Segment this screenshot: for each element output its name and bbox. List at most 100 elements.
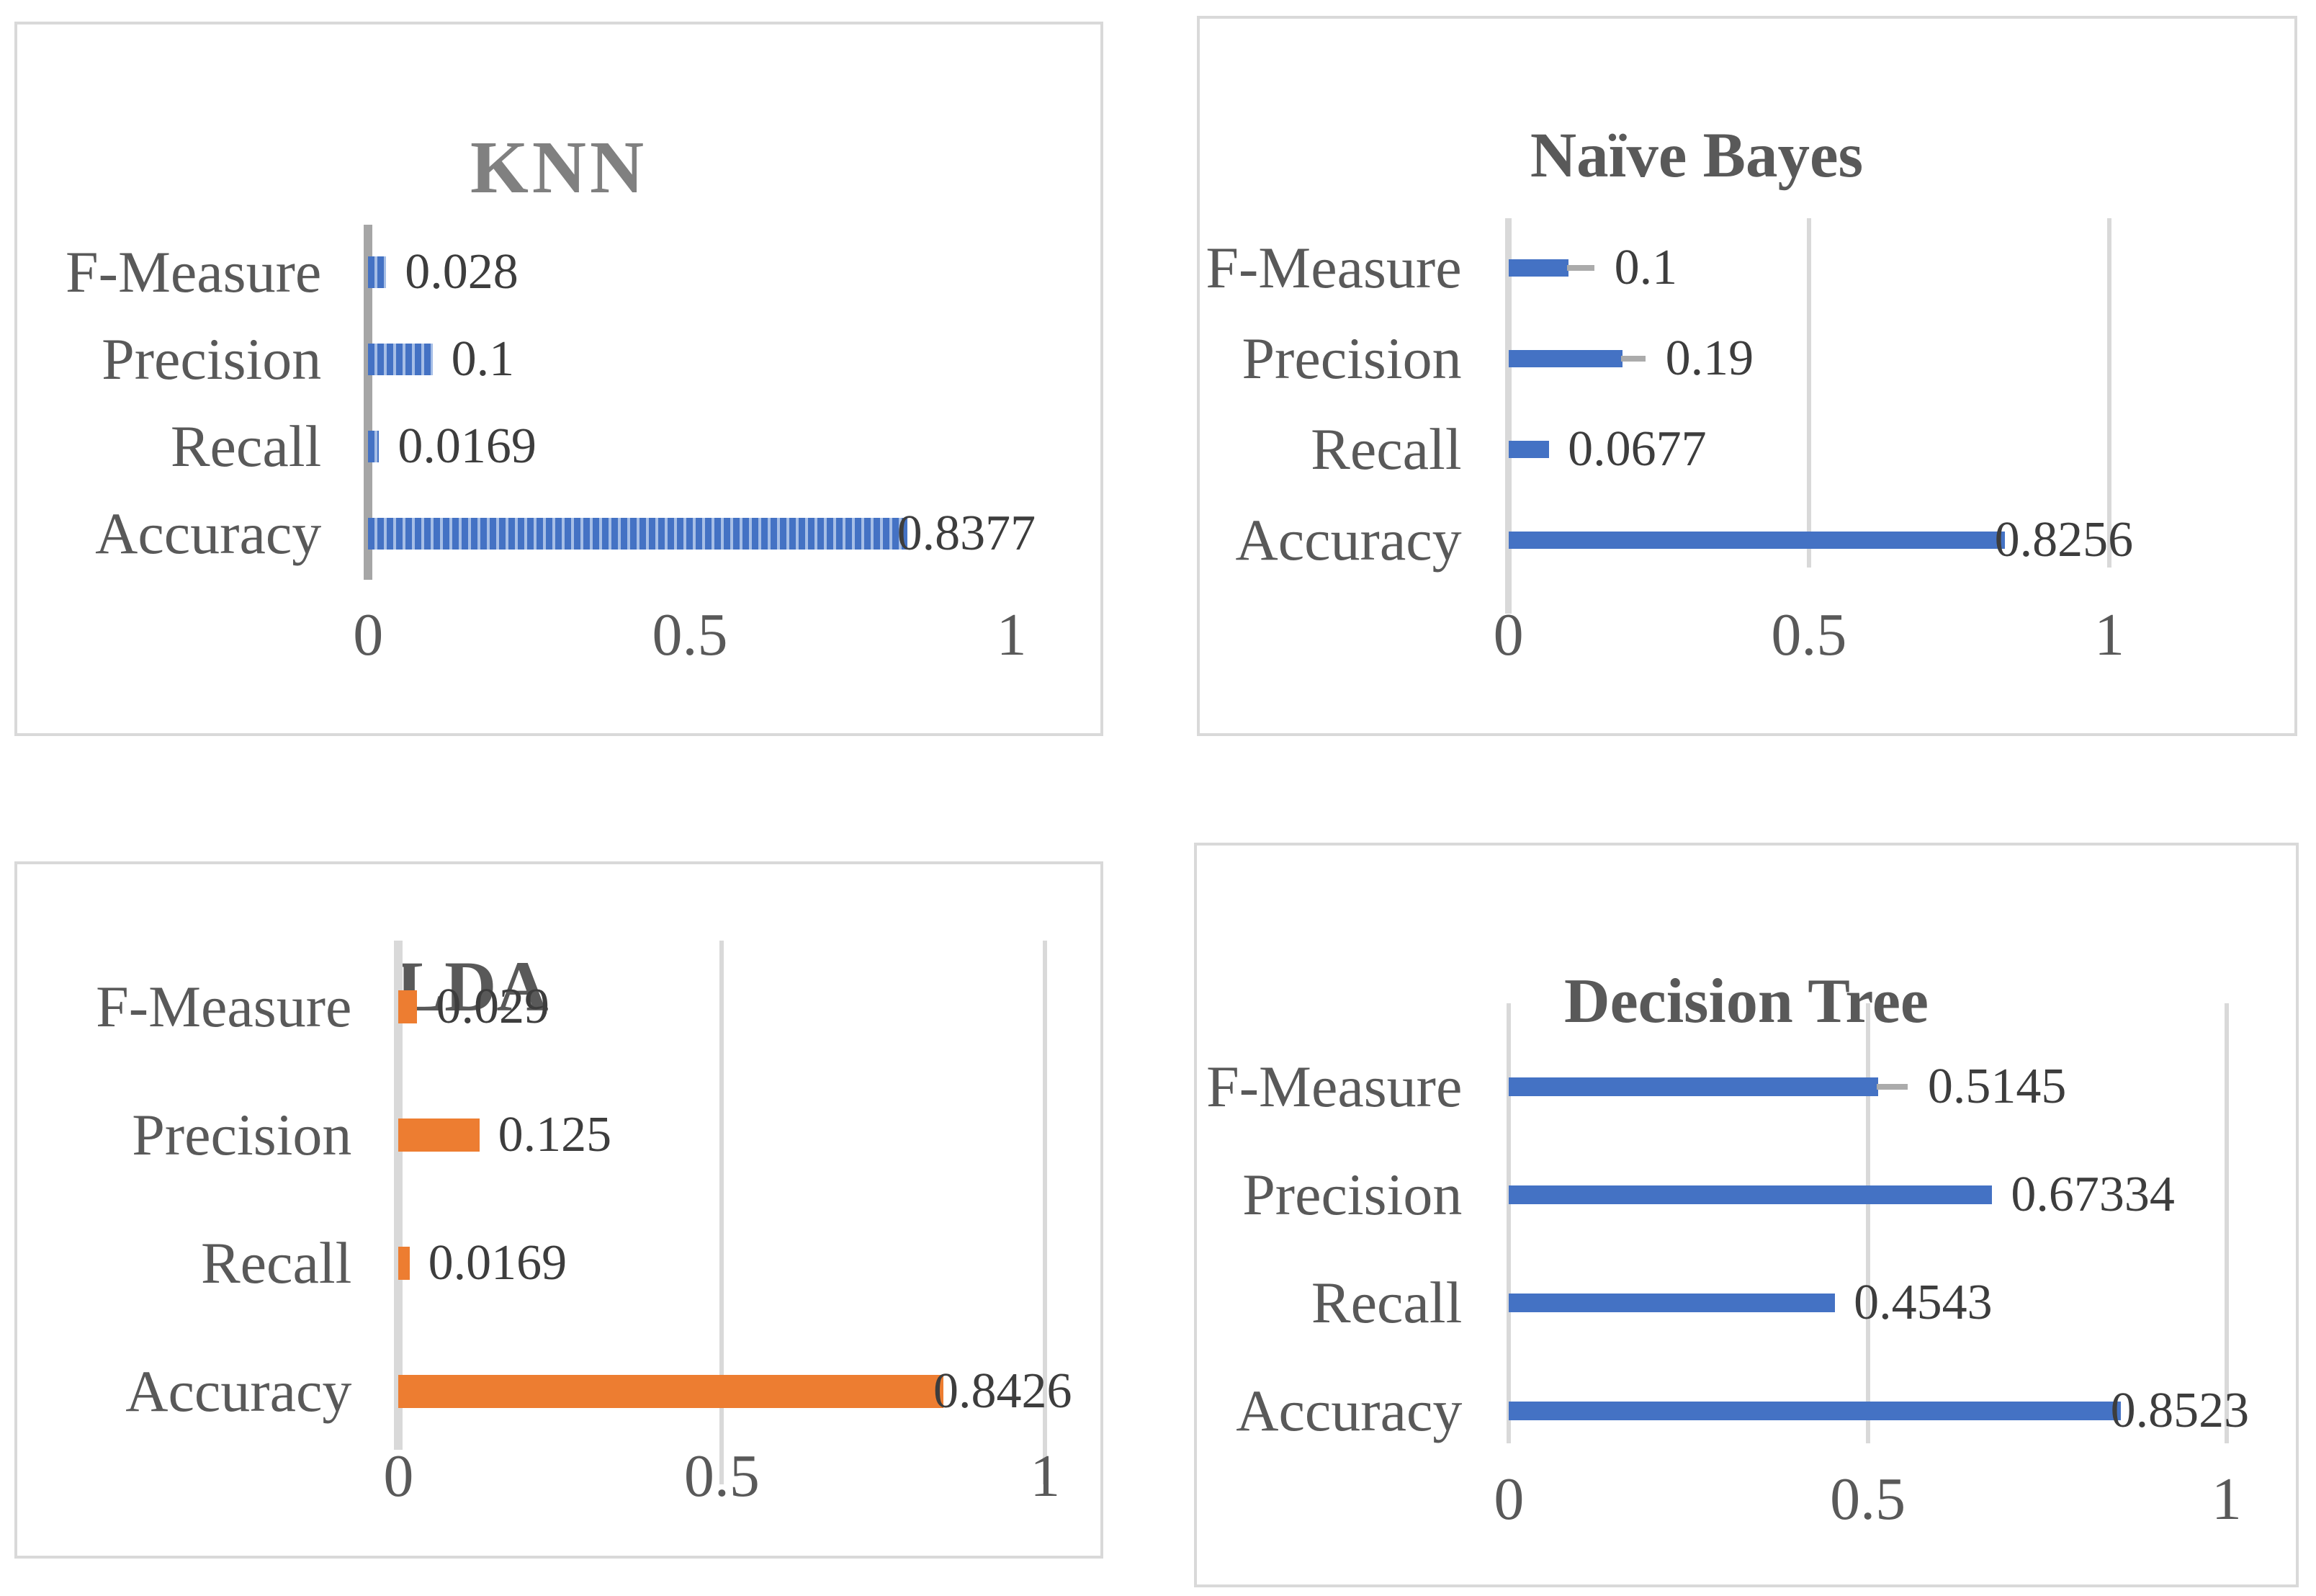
value-label: 0.8523 xyxy=(2110,1383,2250,1438)
bar-row: Precision 0.1 xyxy=(17,315,1100,403)
gridline xyxy=(1507,1003,1512,1443)
tick-label: 1 xyxy=(996,601,1027,668)
tick-label: 0.5 xyxy=(683,1443,760,1510)
category-label: Precision xyxy=(102,326,322,392)
chart-panel-decision-tree: Decision Tree F-Measure 0.5145 Precision… xyxy=(1194,843,2299,1587)
gridline xyxy=(1865,1003,1870,1443)
tick-label: 0 xyxy=(1494,1466,1525,1533)
category-label: Recall xyxy=(170,413,322,479)
value-label: 0.1 xyxy=(1614,240,1678,295)
bar xyxy=(1508,259,1569,277)
bar-row: F-Measure 0.5145 xyxy=(1197,1033,2296,1141)
category-label: Precision xyxy=(132,1102,352,1167)
value-label: 0.029 xyxy=(436,979,549,1034)
error-bar xyxy=(1877,1084,1908,1090)
category-label: Recall xyxy=(200,1230,352,1296)
value-label: 0.67334 xyxy=(2011,1167,2175,1222)
tick-label: 1 xyxy=(2094,601,2125,668)
bar-row: Accuracy 0.8426 xyxy=(17,1327,1100,1456)
x-axis: 0 0.5 1 xyxy=(17,599,1100,671)
tick-label: 0.5 xyxy=(652,601,728,668)
bar-row: Accuracy 0.8377 xyxy=(17,490,1100,577)
category-label: Accuracy xyxy=(1236,1378,1463,1443)
chart-panel-knn: KNN F-Measure 0.028 Precision 0.1 Recall… xyxy=(14,22,1103,736)
value-label: 0.8256 xyxy=(1994,512,2134,568)
x-axis: 0 0.5 1 xyxy=(17,1440,1100,1512)
chart-panel-naive-bayes: Naïve Bayes F-Measure 0.1 Precision 0.19… xyxy=(1197,16,2297,736)
bar xyxy=(1509,1185,1993,1204)
bar xyxy=(368,343,433,375)
tick-label: 0 xyxy=(383,1443,414,1510)
error-bar xyxy=(1567,265,1594,271)
plot-area: F-Measure 0.5145 Precision 0.67334 Recal… xyxy=(1197,1003,2296,1465)
bar xyxy=(368,430,380,462)
bar xyxy=(398,990,418,1023)
bar xyxy=(1509,1294,1836,1312)
x-axis: 0 0.5 1 xyxy=(1200,599,2294,671)
gridline xyxy=(719,941,724,1484)
bar-row: F-Measure 0.029 xyxy=(17,943,1100,1071)
bar xyxy=(398,1118,480,1152)
tick-label: 0.5 xyxy=(1830,1466,1906,1533)
bar xyxy=(1508,350,1623,367)
value-label: 0.5145 xyxy=(1927,1059,2067,1114)
bar xyxy=(1508,532,2005,549)
gridline xyxy=(1806,218,1811,568)
gridline xyxy=(1043,941,1048,1484)
bar-row: Accuracy 0.8523 xyxy=(1197,1357,2296,1465)
bar-row: Precision 0.125 xyxy=(17,1071,1100,1199)
axis-line xyxy=(364,225,373,580)
category-label: F-Measure xyxy=(66,238,322,305)
plot-area: F-Measure 0.1 Precision 0.19 Recall 0.06… xyxy=(1200,218,2294,614)
bar-row: Recall 0.0169 xyxy=(17,1199,1100,1327)
category-label: F-Measure xyxy=(96,974,352,1039)
bar-row: Accuracy 0.8256 xyxy=(1200,495,2294,586)
category-label: F-Measure xyxy=(1206,1054,1463,1119)
bar-row: Precision 0.67334 xyxy=(1197,1141,2296,1249)
tick-label: 1 xyxy=(2211,1466,2242,1533)
bar-row: Recall 0.4543 xyxy=(1197,1249,2296,1357)
x-axis: 0 0.5 1 xyxy=(1197,1463,2296,1536)
category-label: Precision xyxy=(1242,1162,1463,1227)
category-label: Accuracy xyxy=(1235,507,1462,573)
category-label: Recall xyxy=(1311,1270,1463,1335)
error-bar xyxy=(1621,356,1646,362)
chart-title: LDA xyxy=(396,946,549,1026)
bar-row: F-Measure 0.1 xyxy=(1200,223,2294,313)
chart-title: KNN xyxy=(470,126,648,210)
value-label: 0.125 xyxy=(498,1107,612,1162)
bar xyxy=(1509,1077,1879,1096)
axis-line xyxy=(394,941,403,1450)
bar-row: F-Measure 0.028 xyxy=(17,228,1100,315)
axis-line xyxy=(1505,218,1512,614)
chart-panel-lda: LDA F-Measure 0.029 Precision 0.125 Reca… xyxy=(14,861,1103,1559)
category-label: F-Measure xyxy=(1206,235,1462,300)
value-label: 0.028 xyxy=(405,243,519,300)
plot-area: F-Measure 0.029 Precision 0.125 Recall 0… xyxy=(17,941,1100,1484)
value-label: 0.8426 xyxy=(933,1363,1072,1419)
category-label: Accuracy xyxy=(95,500,322,566)
gridline xyxy=(2107,218,2112,568)
value-label: 0.1 xyxy=(451,331,515,387)
bar-row: Recall 0.0677 xyxy=(1200,404,2294,495)
plot-area: F-Measure 0.028 Precision 0.1 Recall 0.0… xyxy=(17,225,1100,580)
tick-label: 0 xyxy=(353,601,384,668)
bar xyxy=(368,517,907,550)
tick-label: 0.5 xyxy=(1771,601,1847,668)
chart-title: Decision Tree xyxy=(1564,967,1929,1037)
bar-row: Precision 0.19 xyxy=(1200,313,2294,404)
chart-title: Naïve Bayes xyxy=(1530,120,1864,191)
bar xyxy=(398,1375,943,1408)
category-label: Precision xyxy=(1242,326,1462,391)
value-label: 0.8377 xyxy=(897,505,1036,561)
value-label: 0.0677 xyxy=(1568,421,1707,477)
bar xyxy=(1508,441,1550,458)
tick-label: 1 xyxy=(1030,1443,1061,1510)
value-label: 0.0169 xyxy=(428,1235,567,1291)
value-label: 0.4543 xyxy=(1854,1275,1993,1330)
value-label: 0.19 xyxy=(1665,331,1754,386)
value-label: 0.0169 xyxy=(398,418,537,474)
bar-row: Recall 0.0169 xyxy=(17,403,1100,490)
category-label: Accuracy xyxy=(125,1358,352,1424)
gridline xyxy=(2224,1003,2229,1443)
